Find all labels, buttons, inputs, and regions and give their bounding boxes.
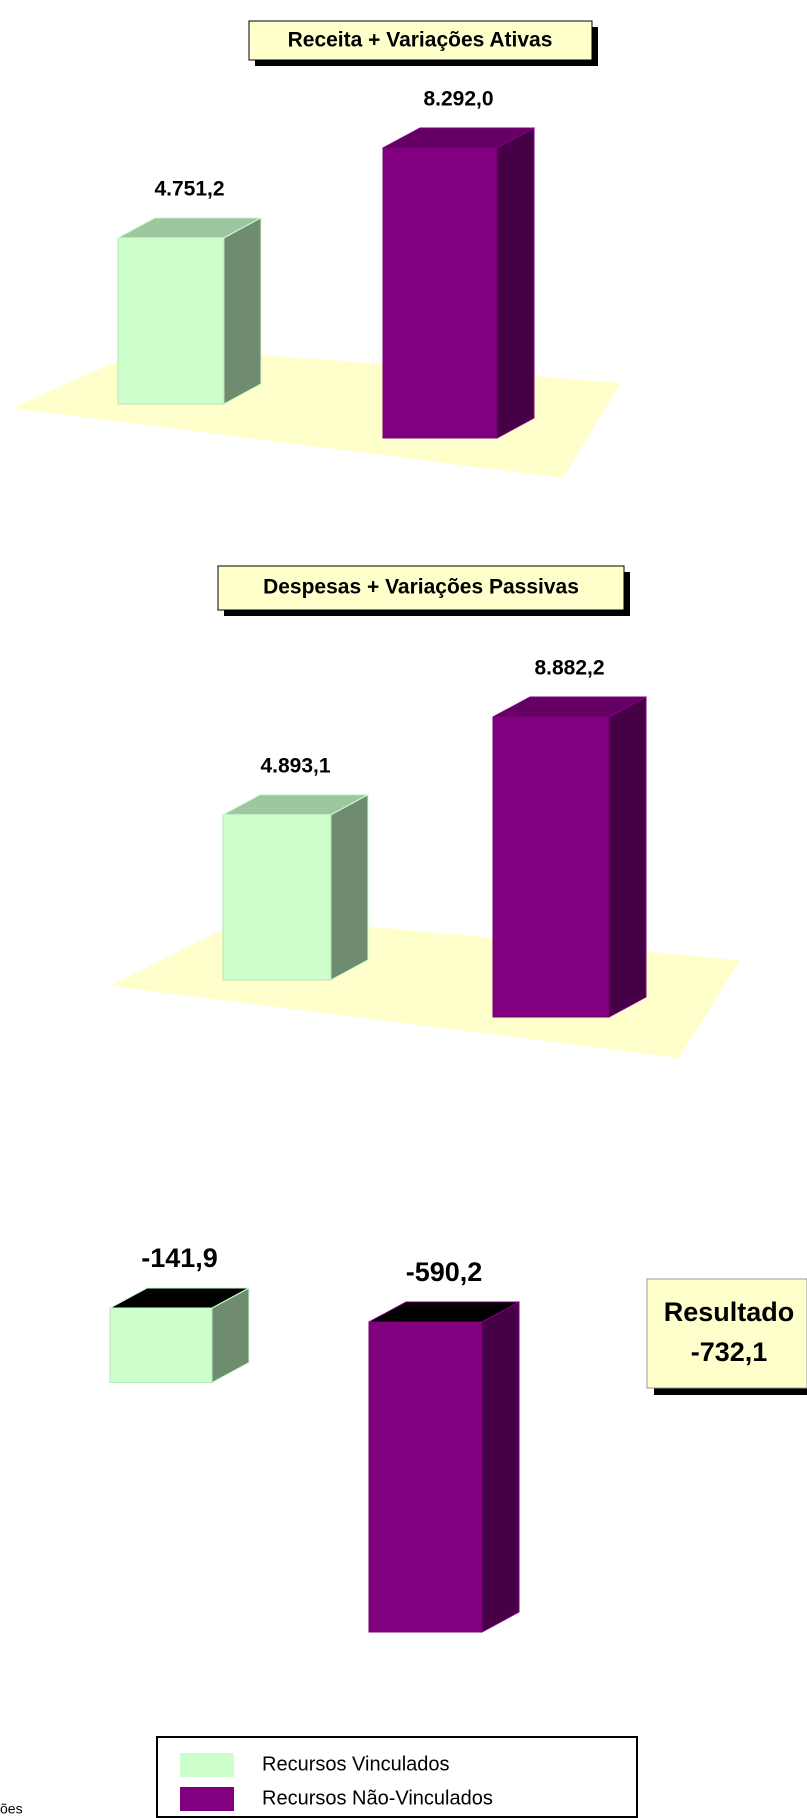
bar-top xyxy=(222,794,369,816)
bar xyxy=(222,793,369,981)
bar-top xyxy=(109,1287,250,1309)
result-value: -732,1 xyxy=(691,1337,768,1367)
legend-swatch xyxy=(180,1753,234,1777)
bar-top xyxy=(117,217,262,239)
bar-side xyxy=(330,793,369,981)
bar-front xyxy=(117,237,225,405)
bar-front xyxy=(222,814,332,981)
value-label: 4.893,1 xyxy=(260,754,330,777)
bar xyxy=(492,696,647,1018)
footnote: ões xyxy=(0,1801,23,1817)
title-box xyxy=(248,20,593,61)
bar-side xyxy=(481,1301,520,1633)
bar-front xyxy=(109,1307,213,1384)
bar-front xyxy=(492,716,610,1018)
legend-swatch xyxy=(180,1787,234,1811)
value-label: -141,9 xyxy=(141,1243,218,1273)
value-label: 4.751,2 xyxy=(154,177,224,200)
value-label: 8.292,0 xyxy=(423,88,493,111)
legend-box xyxy=(156,1736,638,1818)
bar-front xyxy=(368,1321,483,1633)
result-box xyxy=(646,1278,807,1389)
title-box xyxy=(217,565,625,611)
legend-label: Recursos Vinculados xyxy=(262,1753,450,1775)
chart-title: Despesas + Variações Passivas xyxy=(263,576,579,599)
bar-side xyxy=(496,127,535,439)
value-label: -590,2 xyxy=(406,1257,483,1287)
bar-top xyxy=(492,696,647,718)
bar-top xyxy=(368,1301,520,1323)
bar xyxy=(368,1301,520,1633)
chart-title: Receita + Variações Ativas xyxy=(288,29,553,52)
bar-front xyxy=(382,147,498,439)
legend: Recursos Vinculados Recursos Não-Vinculad… xyxy=(180,1753,493,1811)
value-label: 8.882,2 xyxy=(534,657,604,680)
legend-label: Recursos Não-Vinculados xyxy=(262,1787,493,1809)
result-label: Resultado xyxy=(664,1297,795,1327)
bar xyxy=(117,216,262,405)
bar-top xyxy=(382,127,535,149)
bar-side xyxy=(608,696,647,1018)
bar xyxy=(382,127,535,439)
bar-side xyxy=(223,216,262,405)
bar xyxy=(109,1287,250,1384)
